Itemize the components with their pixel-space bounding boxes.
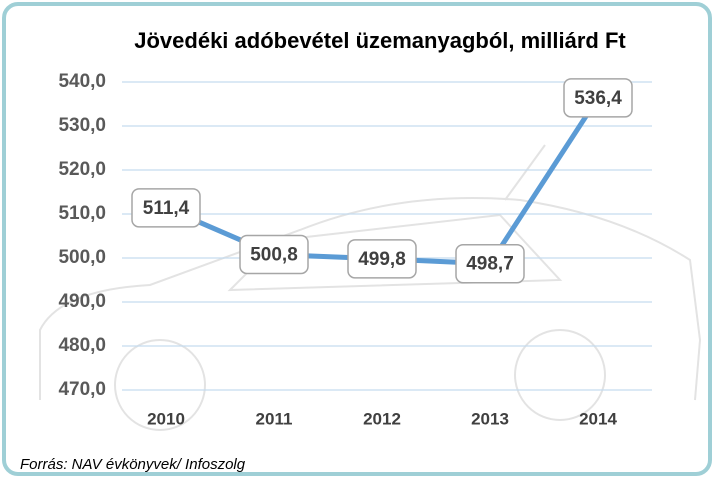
y-tick-label: 520,0 <box>58 159 106 180</box>
value-label: 498,7 <box>466 254 514 275</box>
y-tick-label: 510,0 <box>58 203 106 224</box>
y-tick-label: 490,0 <box>58 291 106 312</box>
value-label: 499,8 <box>358 249 406 270</box>
chart: Jövedéki adóbevétel üzemanyagból, milliá… <box>0 0 715 479</box>
x-tick-label: 2014 <box>579 409 617 428</box>
value-label: 500,8 <box>250 244 298 265</box>
x-tick-label: 2010 <box>147 409 185 428</box>
x-tick-label: 2013 <box>471 409 509 428</box>
frame <box>4 4 710 474</box>
y-tick-label: 470,0 <box>58 379 106 400</box>
x-tick-label: 2011 <box>256 409 293 428</box>
y-tick-label: 530,0 <box>58 115 106 136</box>
source-note: Forrás: NAV évkönyvek/ Infoszolg <box>20 456 246 473</box>
y-tick-label: 540,0 <box>58 71 106 92</box>
x-tick-label: 2012 <box>363 409 401 428</box>
chart-title: Jövedéki adóbevétel üzemanyagból, milliá… <box>134 28 626 53</box>
y-tick-label: 480,0 <box>58 335 106 356</box>
y-tick-label: 500,0 <box>58 247 106 268</box>
value-label: 511,4 <box>143 198 190 219</box>
value-label: 536,4 <box>574 88 622 109</box>
